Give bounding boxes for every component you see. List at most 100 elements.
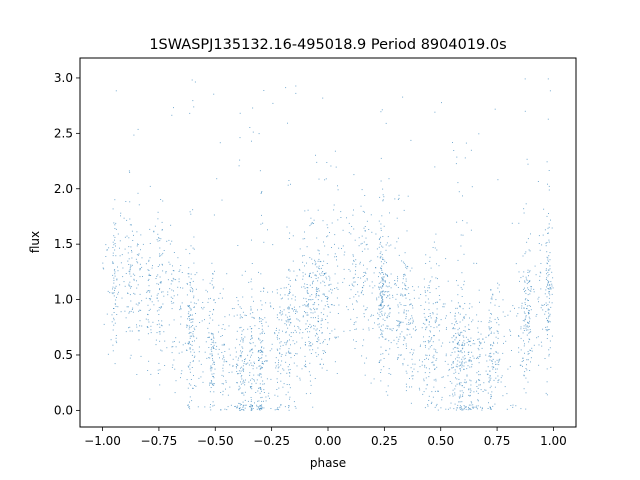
data-point <box>278 387 280 389</box>
data-point <box>505 340 507 342</box>
data-point <box>328 290 330 292</box>
data-point <box>222 355 224 357</box>
data-point <box>148 259 150 261</box>
data-point <box>378 288 380 290</box>
data-point <box>312 299 314 300</box>
data-point <box>279 312 281 313</box>
data-point <box>130 287 131 289</box>
data-point <box>372 328 374 329</box>
data-point <box>113 282 115 284</box>
data-point <box>265 400 267 402</box>
data-point <box>259 404 261 406</box>
data-point <box>404 273 406 275</box>
data-point <box>178 278 180 280</box>
data-point <box>172 297 174 299</box>
data-point <box>188 316 189 318</box>
data-point <box>381 109 383 111</box>
data-point <box>453 335 455 337</box>
data-point <box>489 408 491 410</box>
data-point <box>193 306 195 308</box>
data-point <box>405 310 407 312</box>
data-point <box>478 374 480 376</box>
data-point <box>540 288 542 290</box>
data-point <box>382 199 384 201</box>
data-point <box>472 355 474 357</box>
data-point <box>342 229 344 231</box>
data-point <box>396 293 398 295</box>
data-point <box>295 278 296 280</box>
data-point <box>243 329 245 331</box>
data-point <box>546 368 548 370</box>
data-point <box>260 397 262 399</box>
data-point <box>179 269 181 271</box>
data-point <box>337 265 339 267</box>
data-point <box>383 225 385 227</box>
data-point <box>481 409 483 411</box>
data-point <box>384 305 385 307</box>
data-point <box>353 174 355 176</box>
data-point <box>209 391 211 393</box>
data-point <box>461 390 463 392</box>
data-point <box>116 296 117 298</box>
data-point <box>228 348 230 350</box>
data-point <box>242 409 244 411</box>
data-point <box>214 368 216 370</box>
data-point <box>463 368 465 370</box>
data-point <box>494 361 496 363</box>
data-point <box>310 345 312 347</box>
data-point <box>530 290 532 292</box>
data-point <box>309 257 311 259</box>
data-point <box>295 353 297 355</box>
data-point <box>381 280 383 282</box>
data-point <box>383 196 385 198</box>
data-point <box>172 346 174 348</box>
data-point <box>528 275 529 277</box>
data-point <box>260 357 262 359</box>
data-point <box>137 262 139 264</box>
data-point <box>309 225 311 227</box>
data-point <box>322 220 324 222</box>
data-point <box>489 387 491 389</box>
data-point <box>456 320 457 322</box>
data-point <box>431 345 433 346</box>
data-point <box>424 345 426 346</box>
data-point <box>334 328 336 330</box>
data-point <box>378 286 380 288</box>
data-point <box>527 351 529 353</box>
data-point <box>410 402 412 404</box>
data-point <box>523 288 525 290</box>
data-point <box>410 318 411 320</box>
data-point <box>470 384 472 386</box>
data-point <box>241 337 243 339</box>
data-point <box>469 317 470 319</box>
data-point <box>490 352 492 354</box>
data-point <box>277 381 278 383</box>
data-point <box>136 245 138 247</box>
data-point <box>128 285 130 287</box>
data-point <box>261 191 263 192</box>
data-point <box>399 322 401 324</box>
data-point <box>129 285 131 287</box>
data-point <box>427 287 429 289</box>
data-point <box>251 383 253 385</box>
data-point <box>520 326 522 328</box>
data-point <box>401 331 403 333</box>
data-point <box>260 405 262 406</box>
data-point <box>361 291 363 293</box>
data-point <box>455 336 457 338</box>
data-point <box>137 304 139 306</box>
data-point <box>460 234 462 236</box>
data-point <box>437 278 438 280</box>
data-point <box>357 284 358 286</box>
data-point <box>465 336 467 338</box>
data-point <box>430 338 432 340</box>
data-point <box>490 348 492 350</box>
data-point <box>320 320 322 322</box>
data-point <box>284 294 286 296</box>
data-point <box>260 290 262 292</box>
data-point <box>494 386 496 388</box>
data-point <box>314 309 315 311</box>
data-point <box>467 365 469 367</box>
data-point <box>280 364 282 366</box>
data-point <box>424 290 426 292</box>
